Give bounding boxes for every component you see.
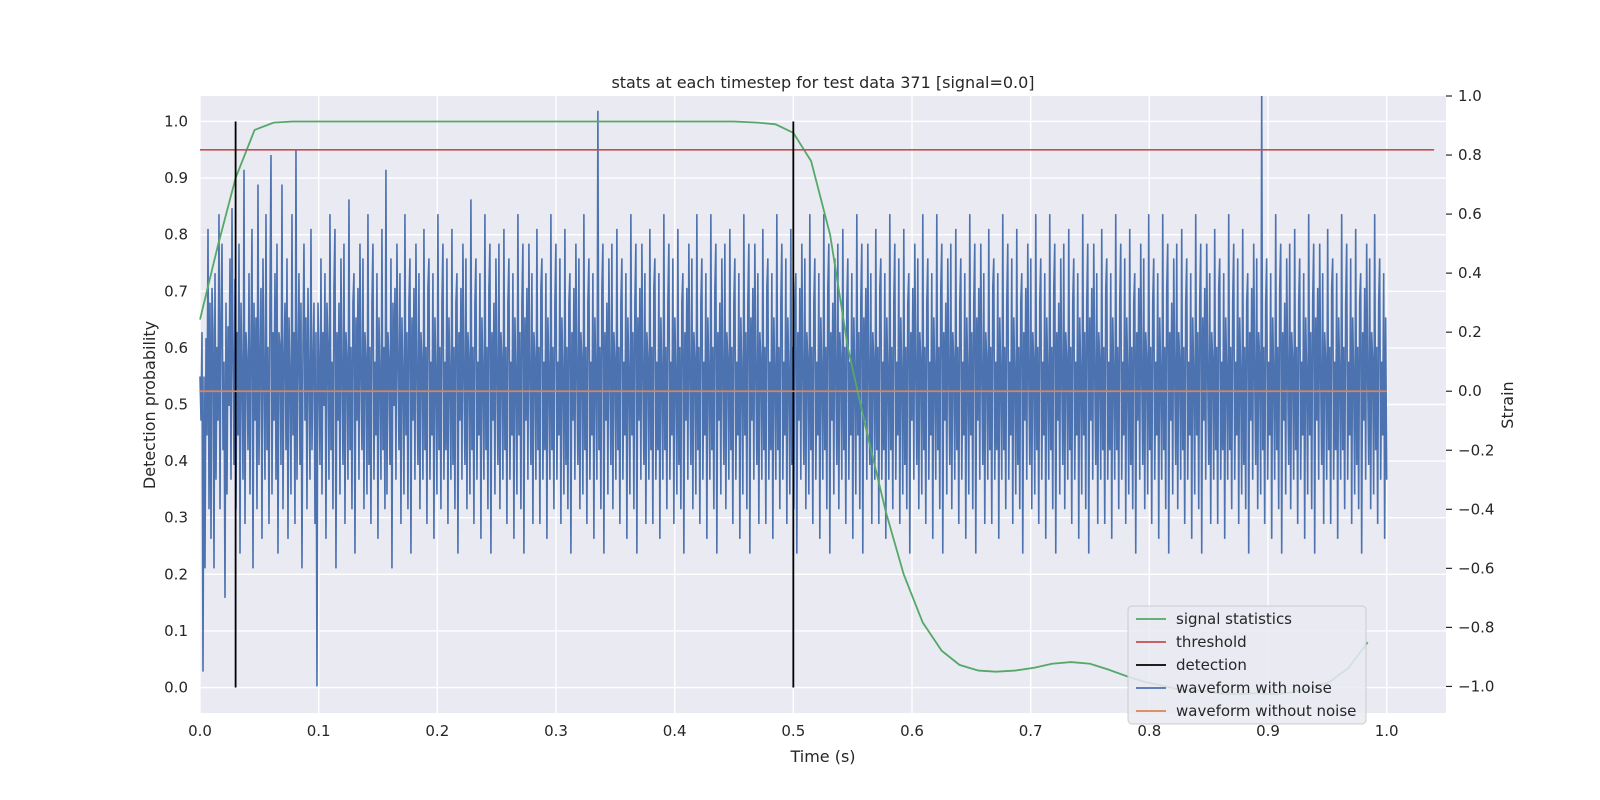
- legend-label: detection: [1176, 656, 1247, 674]
- right-tick-label: 1.0: [1458, 87, 1482, 105]
- x-tick-label: 0.2: [425, 722, 449, 740]
- left-tick-label: 0.3: [164, 509, 188, 527]
- legend-label: waveform without noise: [1176, 702, 1356, 720]
- right-tick-label: 0.8: [1458, 146, 1482, 164]
- left-tick-label: 0.9: [164, 169, 188, 187]
- legend-label: waveform with noise: [1176, 679, 1332, 697]
- x-tick-label: 0.7: [1019, 722, 1043, 740]
- legend-box: [1127, 605, 1367, 725]
- x-tick-label: 0.5: [781, 722, 805, 740]
- right-tick-label: −0.6: [1458, 559, 1494, 577]
- series-layer: [199, 95, 1435, 696]
- x-tick-label: 1.0: [1375, 722, 1399, 740]
- left-axis-label: Detection probability: [140, 321, 159, 489]
- left-tick-label: 0.6: [164, 339, 188, 357]
- left-tick-label: 0.0: [164, 679, 188, 697]
- x-tick-label: 0.8: [1137, 722, 1161, 740]
- x-axis-label: Time (s): [789, 747, 855, 766]
- left-tick-label: 0.2: [164, 565, 188, 583]
- right-tick-label: 0.4: [1458, 264, 1482, 282]
- left-tick-label: 0.1: [164, 622, 188, 640]
- right-tick-label: −1.0: [1458, 677, 1494, 695]
- left-tick-label: 0.8: [164, 226, 188, 244]
- chart-title: stats at each timestep for test data 371…: [611, 73, 1034, 92]
- right-axis-label: Strain: [1498, 381, 1517, 428]
- x-axis-ticks: 0.0 0.1 0.2 0.3 0.4 0.5 0.6 0.7 0.8 0.9 1.0: [188, 722, 1399, 740]
- x-tick-label: 0.6: [900, 722, 924, 740]
- left-tick-label: 0.4: [164, 452, 188, 470]
- left-tick-label: 0.5: [164, 396, 188, 414]
- legend-label: threshold: [1176, 633, 1247, 651]
- right-tick-label: 0.2: [1458, 323, 1482, 341]
- legend: signal statistics threshold detection wavef…: [1127, 605, 1367, 725]
- right-tick-label: −0.2: [1458, 441, 1494, 459]
- right-axis-ticks: −1.0 −0.8 −0.6 −0.4 −0.2 0.0 0.2 0.4 0.6 0.8 1.0: [1446, 87, 1494, 695]
- left-tick-label: 1.0: [164, 112, 188, 130]
- right-tick-label: −0.4: [1458, 500, 1494, 518]
- x-tick-label: 0.9: [1256, 722, 1280, 740]
- left-axis-ticks: 0.0 0.1 0.2 0.3 0.4 0.5 0.6 0.7 0.8 0.9 1.0: [164, 112, 188, 696]
- legend-label: signal statistics: [1176, 610, 1292, 628]
- x-tick-label: 0.1: [307, 722, 331, 740]
- left-tick-label: 0.7: [164, 282, 188, 300]
- x-tick-label: 0.4: [663, 722, 687, 740]
- x-tick-label: 0.3: [544, 722, 568, 740]
- right-tick-label: 0.0: [1458, 382, 1482, 400]
- x-tick-label: 0.0: [188, 722, 212, 740]
- right-tick-label: 0.6: [1458, 205, 1482, 223]
- right-tick-label: −0.8: [1458, 618, 1494, 636]
